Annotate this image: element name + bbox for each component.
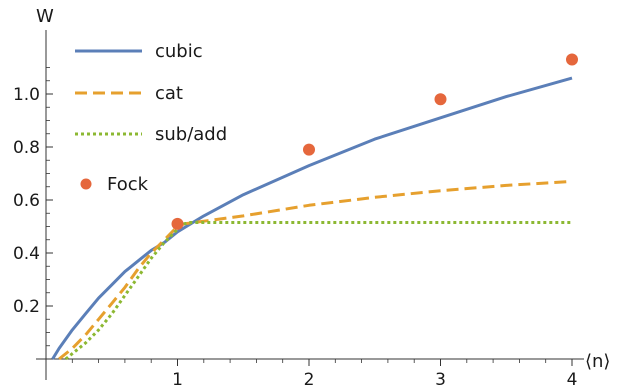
x-axis-label: ⟨n⟩ [585, 351, 610, 372]
x-ticks: 1 2 3 4 [71, 359, 578, 390]
x-tick-label-0: 1 [172, 370, 183, 390]
series-fock-point-3 [566, 53, 578, 66]
series-layer [51, 53, 578, 361]
y-axis-label: W [36, 6, 54, 27]
y-tick-label-3: 0.8 [13, 138, 40, 158]
x-tick-label-3: 4 [567, 370, 578, 390]
legend: cubic cat sub/add Fock [75, 41, 227, 195]
y-tick-label-2: 0.6 [13, 191, 40, 211]
x-tick-label-1: 2 [304, 370, 315, 390]
series-cat-line [58, 179, 573, 361]
series-fock-point-1 [303, 143, 315, 156]
y-ticks: 0.2 0.4 0.6 0.8 1.0 [13, 67, 53, 347]
series-fock-point-2 [434, 93, 447, 106]
legend-label-fock: Fock [107, 174, 149, 195]
y-tick-label-0: 0.2 [13, 297, 40, 317]
legend-label-sub-add: sub/add [155, 124, 227, 145]
series-sub-add-line [64, 221, 572, 361]
plot-area: 1 2 3 4 0.2 0.4 0.6 0.8 1.0 W ⟨n⟩ [13, 6, 611, 390]
legend-label-cat: cat [155, 83, 183, 104]
x-tick-label-2: 3 [435, 370, 446, 390]
legend-swatch-fock [80, 178, 92, 190]
y-tick-label-1: 0.4 [13, 244, 40, 264]
series-fock-point-0 [171, 217, 184, 230]
series-cubic-line [51, 76, 573, 360]
legend-label-cubic: cubic [155, 41, 203, 62]
y-tick-label-4: 1.0 [13, 85, 40, 105]
